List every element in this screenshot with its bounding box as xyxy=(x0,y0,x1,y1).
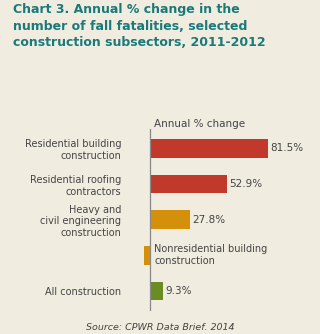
Bar xyxy=(150,139,268,158)
Bar xyxy=(150,210,190,229)
Text: Nonresidential building
construction: Nonresidential building construction xyxy=(154,244,268,267)
Text: Chart 3. Annual % change in the
number of fall fatalities, selected
construction: Chart 3. Annual % change in the number o… xyxy=(13,3,265,49)
Text: 52.9%: 52.9% xyxy=(229,179,262,189)
Text: Annual % change: Annual % change xyxy=(154,119,245,129)
Text: 81.5%: 81.5% xyxy=(270,143,304,153)
Text: 27.8%: 27.8% xyxy=(192,215,226,224)
Bar xyxy=(150,282,163,300)
Bar xyxy=(144,246,150,265)
Bar xyxy=(150,175,227,193)
Text: 9.3%: 9.3% xyxy=(165,286,192,296)
Text: Source: CPWR Data Brief. 2014: Source: CPWR Data Brief. 2014 xyxy=(86,323,234,332)
